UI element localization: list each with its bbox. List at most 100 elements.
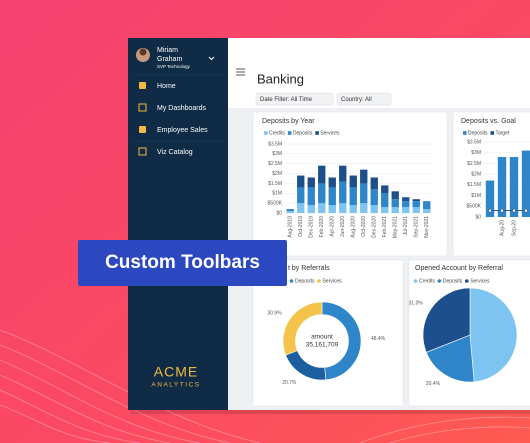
bar-segment [318,165,326,184]
bar [485,180,495,217]
menu-item[interactable]: Viz Catalog [157,149,193,156]
x-tick-label: Nov-2021 [424,216,430,238]
chart-title: t by Referrals [288,265,330,272]
y-tick-label: $0 [475,214,481,220]
x-tick-label: Feb-2021 [382,216,388,238]
y-tick-label: $2.5M [268,161,282,167]
y-tick-label: $1M [471,193,481,199]
legend-label: Target [495,130,510,136]
bar-segment [391,191,399,200]
legend-swatch [490,131,495,135]
y-tick-label: $500K [467,204,482,210]
menu-item[interactable]: My Dashboards [157,105,207,112]
page-title: Banking [257,71,304,86]
menu-item[interactable]: Employee Sales [157,127,208,134]
target-point [524,208,528,213]
legend-swatch [413,279,418,283]
logo-sub: ANALYTICS [151,382,200,389]
slice [282,301,323,356]
legend-swatch [464,279,469,283]
bar-segment [381,185,389,194]
legend-swatch [287,131,292,135]
bar-segment [412,199,420,202]
bar-segment [423,201,431,210]
badge-text: Custom Toolbars [105,252,260,273]
bar-segment [391,207,399,213]
bar-segment [370,177,378,190]
bar-segment [307,205,315,213]
bar-segment [318,183,326,204]
bar-segment [402,201,410,208]
legend-label: Deposits [293,130,313,136]
y-tick-label: $3M [272,151,282,157]
y-tick-label: $2.5M [467,161,481,167]
bar-segment [349,187,357,206]
bar-segment [307,187,315,206]
x-tick-label: May-2021 [393,216,399,238]
filter-label[interactable]: Date Filter: All Time [260,97,313,103]
bar-segment [349,205,357,213]
menu-icons [138,82,147,156]
bar-segment [297,203,305,213]
bar-segment [328,177,336,188]
badge [78,240,287,286]
bar-segment [318,203,326,213]
value-label: 31.0% [409,300,424,306]
bar-segment [370,189,378,206]
y-tick-label: $0 [276,210,282,216]
user-name: Miriam [157,47,178,54]
legend-label: Deposits [468,130,488,136]
x-tick-label: Dec-2019 [309,216,315,238]
legend-label: Deposits [295,278,315,284]
bar-segment [423,209,431,213]
legend-label: Credits [269,130,285,136]
filter-chip[interactable] [336,92,392,106]
filter-chip[interactable] [255,92,334,106]
menu-button[interactable] [236,68,245,76]
bar-segment [360,183,368,204]
y-tick-label: $2M [471,171,481,177]
user-menu-caret[interactable] [208,56,215,61]
bar-segment [339,203,347,213]
y-tick-label: $3M [471,150,481,156]
bar-segment [370,205,378,213]
x-tick-label: Dec-2020 [372,216,378,238]
slice [422,287,471,353]
bar-segment [402,207,410,213]
y-tick-label: $2M [272,171,282,177]
bar-segment [328,187,336,206]
legend-swatch [317,279,321,283]
avatar-hair [139,48,147,56]
bar-segment [391,199,399,208]
x-tick-label: Sep-2021 [414,216,420,238]
user-role: SVP Technology [157,64,191,69]
x-tick-label: Aug-20 [499,220,505,236]
bar [521,150,530,217]
bar-segment [349,175,357,188]
bar-segment [381,207,389,213]
legend-swatch [264,131,268,135]
value-label: 20.7% [282,380,297,386]
chart-title: Opened Account by Referral [415,265,503,272]
y-tick-label: $1.5M [467,182,481,188]
charts: Deposits by Year Credits Deposits Services $… [262,118,530,387]
menu-item[interactable]: Home [157,83,176,90]
bar [509,157,519,217]
legend-swatch [315,131,319,135]
bar-segment [297,187,305,204]
y-tick-label: $500K [268,200,283,206]
bar-segment [307,177,315,188]
target-point [500,208,504,213]
bar-segment [328,205,336,213]
bar [497,157,507,217]
legend-swatch [437,279,442,283]
target-point [512,208,516,213]
bar-segment [412,207,420,213]
x-tick-label: Jun-2020 [340,216,346,237]
bar-segment [339,181,347,204]
filter-label[interactable]: Country: All [341,97,372,103]
value-label: 20.4% [426,381,441,387]
bar-segment [360,203,368,213]
x-tick-label: Oct-2020 [361,216,367,237]
